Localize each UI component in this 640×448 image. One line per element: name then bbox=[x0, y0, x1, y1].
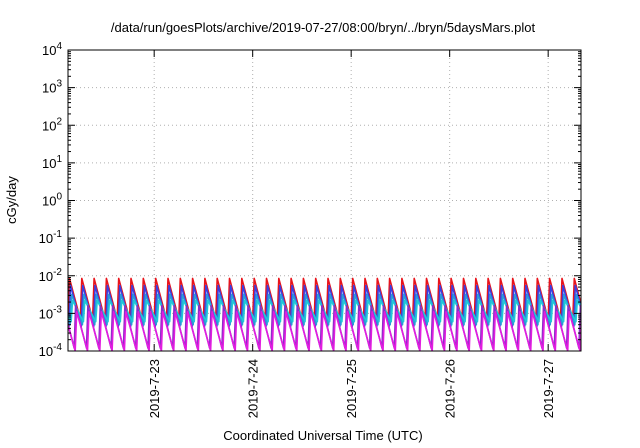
x-tick-label: 2019-7-27 bbox=[541, 359, 556, 418]
y-tick-label: 10-1 bbox=[39, 229, 63, 246]
y-tick-label: 10-4 bbox=[39, 342, 63, 359]
chart-title: /data/run/goesPlots/archive/2019-07-27/0… bbox=[111, 20, 536, 35]
axis-ticks: 10-4 10-3 10-2 10-1 100 101 102 103 104 2019-7-23… bbox=[39, 41, 581, 418]
y-tick-label: 10-3 bbox=[39, 304, 63, 321]
series-line-6 bbox=[68, 311, 581, 351]
x-tick-label: 2019-7-23 bbox=[147, 359, 162, 418]
y-tick-label: 10-2 bbox=[39, 267, 63, 284]
x-axis-label: Coordinated Universal Time (UTC) bbox=[223, 428, 422, 443]
y-tick-label: 102 bbox=[42, 116, 62, 133]
x-tick-label: 2019-7-26 bbox=[443, 359, 458, 418]
y-tick-label: 101 bbox=[42, 154, 62, 171]
y-tick-label: 100 bbox=[42, 192, 62, 209]
x-tick-label: 2019-7-25 bbox=[344, 359, 359, 418]
y-axis-label: cGy/day bbox=[4, 176, 19, 224]
x-tick-label: 2019-7-24 bbox=[246, 359, 261, 418]
y-tick-label: 104 bbox=[42, 41, 62, 58]
y-tick-label: 103 bbox=[42, 79, 62, 96]
series-group bbox=[68, 277, 581, 351]
